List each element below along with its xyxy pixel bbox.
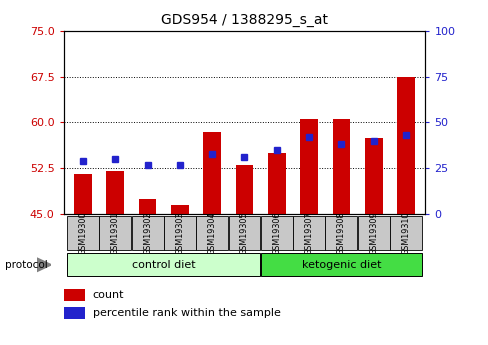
FancyBboxPatch shape bbox=[260, 253, 421, 276]
FancyBboxPatch shape bbox=[196, 216, 228, 250]
Bar bbox=[364, 138, 382, 214]
Text: GSM19310: GSM19310 bbox=[401, 211, 410, 255]
Text: GSM19301: GSM19301 bbox=[111, 211, 120, 255]
FancyBboxPatch shape bbox=[163, 216, 196, 250]
Text: protocol: protocol bbox=[5, 260, 47, 270]
Bar bbox=[171, 205, 188, 214]
Bar bbox=[106, 171, 124, 214]
Bar bbox=[267, 153, 285, 214]
Text: GSM19305: GSM19305 bbox=[240, 211, 248, 255]
Bar bbox=[139, 199, 156, 214]
Bar bbox=[74, 174, 92, 214]
FancyBboxPatch shape bbox=[67, 216, 99, 250]
Text: percentile rank within the sample: percentile rank within the sample bbox=[92, 308, 280, 318]
FancyBboxPatch shape bbox=[292, 216, 325, 250]
FancyBboxPatch shape bbox=[260, 216, 292, 250]
Bar bbox=[396, 77, 414, 214]
Text: count: count bbox=[92, 290, 124, 300]
FancyBboxPatch shape bbox=[131, 216, 163, 250]
Text: GSM19303: GSM19303 bbox=[175, 211, 184, 255]
Polygon shape bbox=[37, 258, 51, 272]
FancyBboxPatch shape bbox=[99, 216, 131, 250]
Text: GSM19308: GSM19308 bbox=[336, 211, 345, 255]
Text: GSM19304: GSM19304 bbox=[207, 211, 216, 255]
Bar bbox=[235, 165, 253, 214]
Bar bbox=[203, 132, 221, 214]
Bar bbox=[300, 119, 317, 214]
FancyBboxPatch shape bbox=[228, 216, 260, 250]
Text: control diet: control diet bbox=[132, 260, 195, 270]
Text: GSM19306: GSM19306 bbox=[272, 211, 281, 255]
Bar bbox=[63, 307, 85, 319]
Bar bbox=[63, 289, 85, 300]
Title: GDS954 / 1388295_s_at: GDS954 / 1388295_s_at bbox=[161, 13, 327, 27]
FancyBboxPatch shape bbox=[389, 216, 421, 250]
Text: GSM19300: GSM19300 bbox=[78, 211, 87, 255]
Text: GSM19307: GSM19307 bbox=[304, 211, 313, 255]
Text: ketogenic diet: ketogenic diet bbox=[301, 260, 381, 270]
Text: GSM19309: GSM19309 bbox=[368, 211, 377, 255]
FancyBboxPatch shape bbox=[325, 216, 357, 250]
Bar bbox=[332, 119, 349, 214]
FancyBboxPatch shape bbox=[357, 216, 389, 250]
FancyBboxPatch shape bbox=[67, 253, 260, 276]
Text: GSM19302: GSM19302 bbox=[143, 211, 152, 255]
